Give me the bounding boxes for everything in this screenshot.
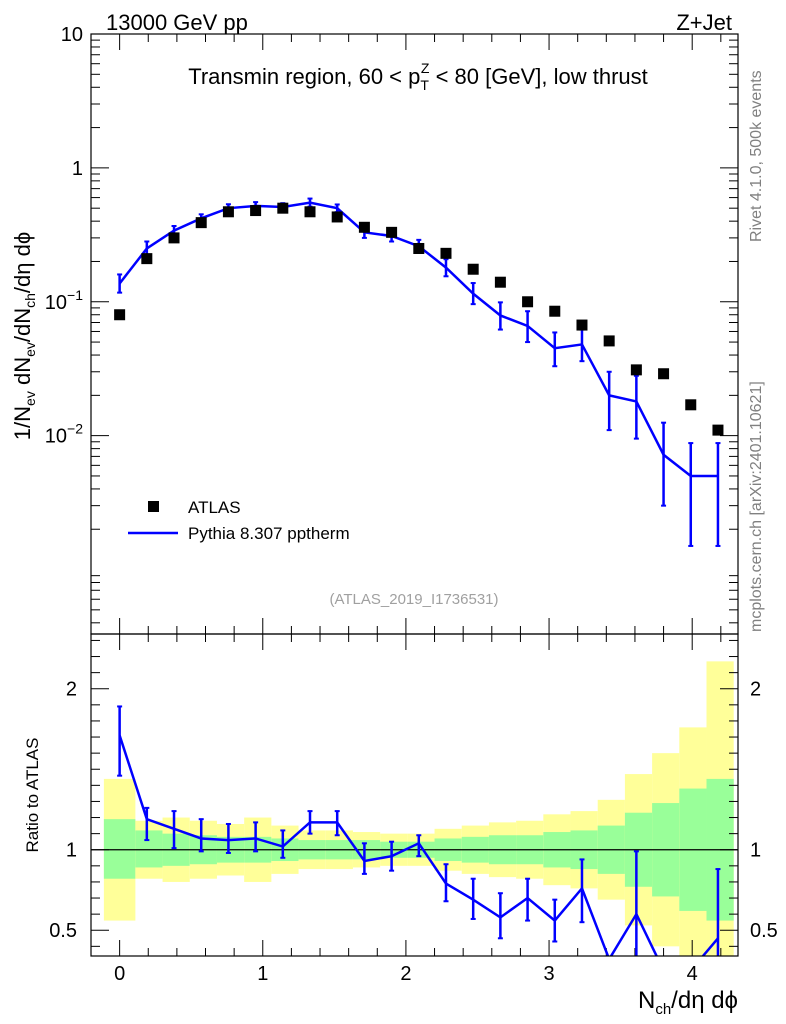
atlas-data-point: [603, 335, 615, 347]
ylabel-part-2: dN: [10, 357, 35, 391]
ratio-ytick-label: 0.5: [49, 920, 77, 942]
title-pre: Transmin region, 60 < p: [188, 64, 420, 89]
ratio-xtick-label: 4: [687, 963, 698, 985]
atlas-data-point: [168, 232, 180, 244]
legend: ATLAS Pythia 8.307 pptherm: [128, 498, 350, 543]
tick-base: 10: [45, 426, 67, 448]
atlas-data-point: [141, 253, 153, 265]
plot-title: Transmin region, 60 < pTZ < 80 [GeV], lo…: [188, 60, 648, 93]
ratio-ytick-label-right: 2: [750, 679, 761, 701]
ylabel-part-3: ev: [22, 342, 38, 357]
ratio-xtick-label: 2: [400, 963, 411, 985]
main-ytick-label: 1: [72, 158, 83, 180]
xlabel-part-0: N: [638, 987, 655, 1014]
main-ytick-label: 10−2: [45, 421, 83, 448]
atlas-data-point: [522, 296, 534, 308]
atlas-data-point: [331, 211, 343, 223]
title-sub: T: [420, 77, 429, 93]
ylabel-part-5: ch: [22, 293, 38, 308]
atlas-data-point: [549, 305, 561, 317]
atlas-data-point: [658, 368, 670, 380]
atlas-data-point: [250, 205, 262, 217]
title-sup: Z: [421, 60, 430, 76]
panel-frames: [90, 33, 739, 957]
atlas-data-point: [685, 399, 697, 411]
main-frame: [90, 33, 739, 635]
atlas-data-point: [114, 309, 126, 321]
atlas-data-point: [195, 217, 207, 229]
energy-label: 13000 GeV pp: [106, 10, 248, 35]
ratio-xtick-label: 0: [114, 963, 125, 985]
atlas-data-point: [576, 319, 588, 331]
tick-base: 10: [45, 292, 67, 314]
ratio-xtick-label: 1: [257, 963, 268, 985]
band-inner-bin: [103, 819, 136, 879]
ratio-uncertainty-bands: [91, 661, 738, 956]
atlas-data-point: [304, 206, 316, 218]
main-ylabel: 1/Nev dNev/dNch/dη dϕ: [10, 232, 38, 440]
ratio-ytick-label-right: 1: [750, 840, 761, 862]
atlas-data-point: [277, 202, 289, 214]
ratio-ytick-label: 1: [66, 840, 77, 862]
atlas-data-point: [467, 263, 479, 275]
ylabel-part-4: /dN: [10, 308, 35, 342]
tick-exponent: −1: [67, 287, 83, 303]
atlas-data-point: [630, 364, 642, 376]
process-label: Z+Jet: [676, 10, 732, 35]
ylabel-part-6: /dη dϕ: [10, 232, 35, 293]
legend-pythia-label: Pythia 8.307 pptherm: [188, 524, 350, 543]
ratio-xtick-label: 3: [543, 963, 554, 985]
ratio-ytick-label: 2: [66, 679, 77, 701]
atlas-data-point: [413, 242, 425, 254]
xlabel-part-2: /dη dϕ: [671, 987, 738, 1014]
x-axis-label: Nch/dη dϕ: [638, 987, 738, 1018]
legend-atlas-marker: [148, 501, 159, 512]
ratio-ylabel: Ratio to ATLAS: [23, 738, 42, 853]
tick-exponent: −2: [67, 421, 83, 437]
atlas-data-point: [494, 276, 506, 288]
ratio-axes: 0 1 2 3 4 2 2 1 1 0.5 0.5: [49, 634, 778, 985]
band-inner-bin: [135, 830, 163, 868]
ratio-series-clipped: [117, 705, 721, 956]
main-ytick-label: 10−1: [45, 287, 83, 314]
ratio-frame: [90, 633, 739, 957]
mcplots-source-label: mcplots.cern.ch [arXiv:2401.10621]: [748, 381, 765, 632]
analysis-id: (ATLAS_2019_I1736531): [329, 591, 498, 608]
ratio-series: [117, 705, 721, 956]
xlabel-part-1: ch: [655, 1001, 671, 1018]
main-series: [114, 197, 724, 547]
rivet-version-label: Rivet 4.1.0, 500k events: [748, 70, 765, 242]
main-ytick-label: 10: [61, 24, 83, 46]
atlas-data-point: [440, 247, 452, 259]
atlas-data-point: [386, 226, 398, 238]
atlas-data-point: [358, 221, 370, 233]
title-post: < 80 [GeV], low thrust: [429, 64, 647, 89]
atlas-data-point: [222, 206, 234, 218]
ylabel-part-0: 1/N: [10, 406, 35, 440]
atlas-data-point: [712, 424, 724, 436]
ylabel-part-1: ev: [22, 391, 38, 406]
legend-atlas-label: ATLAS: [188, 498, 241, 517]
ratio-ytick-label-right: 0.5: [750, 920, 778, 942]
